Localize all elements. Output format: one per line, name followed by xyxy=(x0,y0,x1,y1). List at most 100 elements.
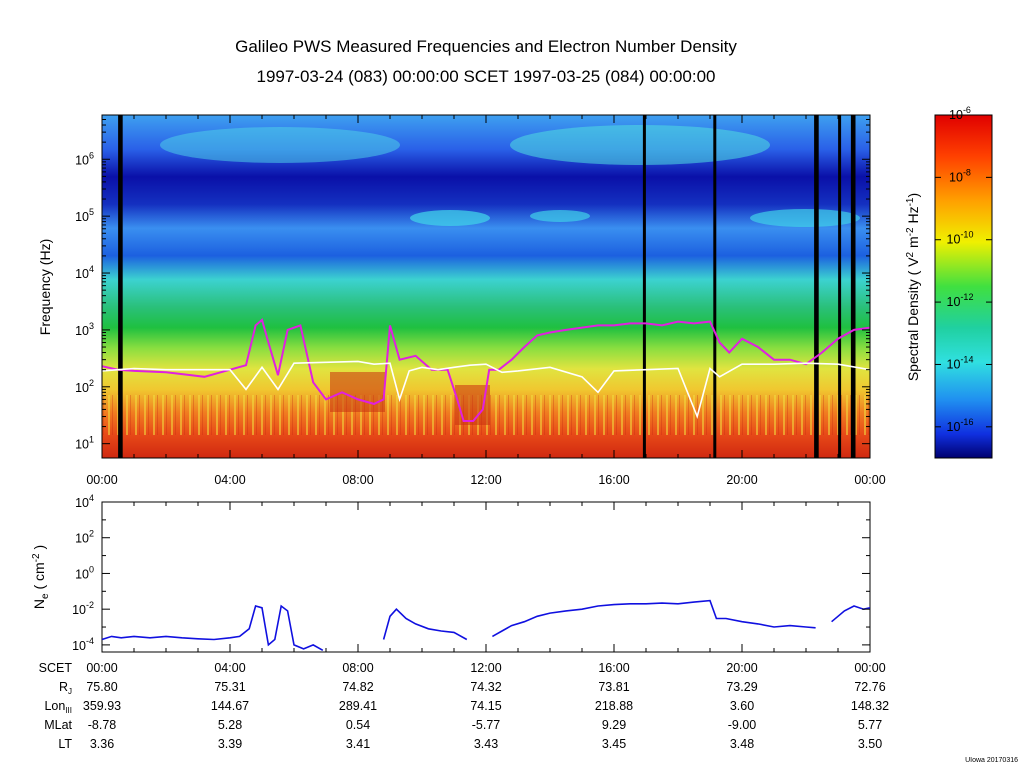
density-frame xyxy=(101,501,871,653)
data-gap xyxy=(814,115,818,458)
density-panel: 10-4 10-2 100 102 104 Ne ( cm-2 ) xyxy=(31,493,871,653)
x-tick-label: 00:00 xyxy=(86,473,117,487)
data-gap xyxy=(119,115,123,458)
ephemeris-value-scet: 04:00 xyxy=(214,661,245,675)
emission-patch xyxy=(410,210,490,226)
ephemeris-label-rj: RJ xyxy=(59,680,72,696)
x-tick-label: 12:00 xyxy=(470,473,501,487)
ephemeris-value-lt: 3.50 xyxy=(858,737,882,751)
ephemeris-value-lon: 289.41 xyxy=(339,699,377,713)
emission-patch xyxy=(160,127,400,163)
ephemeris-value-lon: 218.88 xyxy=(595,699,633,713)
data-gaps xyxy=(118,115,856,458)
emission-patch xyxy=(530,210,590,222)
ephemeris-label-lt: LT xyxy=(58,737,72,751)
emission-patch xyxy=(330,372,385,412)
ephemeris-value-lon: 144.67 xyxy=(211,699,249,713)
y-tick-label: 102 xyxy=(75,529,94,546)
ephemeris-value-lt: 3.43 xyxy=(474,737,498,751)
chart-title: Galileo PWS Measured Frequencies and Ele… xyxy=(235,37,737,56)
ephemeris-value-scet: 20:00 xyxy=(726,661,757,675)
data-gap xyxy=(642,115,646,458)
colorbar-label: Spectral Density ( V2 m-2 Hz-1) xyxy=(905,193,921,381)
ephemeris-label-lon: LonIII xyxy=(44,699,72,715)
series-white-line xyxy=(102,360,870,420)
y-tick-label: 105 xyxy=(75,207,94,224)
x-tick-label: 04:00 xyxy=(214,473,245,487)
density-series xyxy=(102,599,870,651)
ephemeris-value-rj: 75.80 xyxy=(86,680,117,694)
y-tick-label: 103 xyxy=(75,321,94,338)
ephemeris-value-lon: 148.32 xyxy=(851,699,889,713)
colorbar-tick-label: 10-6 xyxy=(949,105,971,122)
y-tick-label: 106 xyxy=(75,150,94,167)
ephemeris-value-scet: 12:00 xyxy=(470,661,501,675)
spectrogram-x-ticks: 00:00 04:00 08:00 12:00 16:00 20:00 00:00 xyxy=(86,115,886,487)
ephemeris-value-scet: 08:00 xyxy=(342,661,373,675)
ephemeris-value-mlat: 0.54 xyxy=(346,718,370,732)
data-gap xyxy=(815,115,819,458)
ephemeris-value-mlat: -9.00 xyxy=(728,718,757,732)
data-gap xyxy=(118,115,122,458)
x-tick-label: 08:00 xyxy=(342,473,373,487)
chart-subtitle: 1997-03-24 (083) 00:00:00 SCET 1997-03-2… xyxy=(256,67,715,86)
ephemeris-value-rj: 75.31 xyxy=(214,680,245,694)
x-tick-label: 16:00 xyxy=(598,473,629,487)
spectrogram-panel: 101 102 103 104 105 106 00:00 04:00 08:00 12:00 1… xyxy=(37,114,886,487)
density-x-ticks xyxy=(101,502,871,652)
ephemeris-value-mlat: 5.77 xyxy=(858,718,882,732)
emission-patch xyxy=(455,385,490,425)
emission-patch xyxy=(750,209,860,227)
ephemeris-value-rj: 73.29 xyxy=(726,680,757,694)
ephemeris-value-mlat: 5.28 xyxy=(218,718,242,732)
ephemeris-value-lt: 3.36 xyxy=(90,737,114,751)
colorbar-gradient xyxy=(934,114,993,459)
y-tick-label: 102 xyxy=(75,378,94,395)
footer-credit: UIowa 20170316 xyxy=(965,757,1018,764)
ephemeris-value-mlat: 9.29 xyxy=(602,718,626,732)
density-y-ticks: 10-4 10-2 100 102 104 xyxy=(72,493,870,653)
density-y-label: Ne ( cm-2 ) xyxy=(31,545,51,609)
emission-patch xyxy=(510,125,770,165)
data-gap xyxy=(838,115,842,458)
ephemeris-value-scet: 16:00 xyxy=(598,661,629,675)
ephemeris-value-lon: 74.15 xyxy=(470,699,501,713)
ephemeris-value-lon: 359.93 xyxy=(83,699,121,713)
y-tick-label: 104 xyxy=(75,264,94,281)
data-gap xyxy=(713,115,717,458)
spectrogram-y-label: Frequency (Hz) xyxy=(37,239,53,335)
data-gap xyxy=(852,115,856,458)
ephemeris-label-scet: SCET xyxy=(39,661,73,675)
series-magenta-line xyxy=(102,318,870,422)
y-tick-label: 104 xyxy=(75,493,94,510)
ephemeris-value-lt: 3.45 xyxy=(602,737,626,751)
ephemeris-label-mlat: MLat xyxy=(44,718,72,732)
ephemeris-value-scet: 00:00 xyxy=(86,661,117,675)
spectrogram-image xyxy=(102,115,870,458)
ephemeris-value-scet: 00:00 xyxy=(854,661,885,675)
density-line-segment xyxy=(102,604,324,651)
y-tick-label: 10-2 xyxy=(72,600,94,617)
spectrogram-y-ticks: 101 102 103 104 105 106 xyxy=(75,119,870,452)
data-gap xyxy=(850,115,854,458)
y-tick-label: 101 xyxy=(75,435,94,452)
ephemeris-value-rj: 74.82 xyxy=(342,680,373,694)
ephemeris-value-rj: 73.81 xyxy=(598,680,629,694)
ephemeris-value-rj: 72.76 xyxy=(854,680,885,694)
ephemeris-value-lt: 3.41 xyxy=(346,737,370,751)
colorbar-tick-label: 10-16 xyxy=(947,417,974,434)
colorbar: 10-6 10-8 10-10 10-12 10-14 10-16 Spectral De… xyxy=(905,105,993,459)
colorbar-tick-label: 10-10 xyxy=(947,230,974,247)
ephemeris-value-lt: 3.39 xyxy=(218,737,242,751)
density-line-segment xyxy=(382,608,468,641)
y-tick-label: 100 xyxy=(75,564,94,581)
colorbar-ticks: 10-6 10-8 10-10 10-12 10-14 10-16 xyxy=(935,105,992,434)
x-tick-label: 00:00 xyxy=(854,473,885,487)
ephemeris-value-lt: 3.48 xyxy=(730,737,754,751)
colorbar-tick-label: 10-12 xyxy=(947,292,974,309)
ephemeris-value-rj: 74.32 xyxy=(470,680,501,694)
ephemeris-value-mlat: -5.77 xyxy=(472,718,501,732)
ephemeris-value-lon: 3.60 xyxy=(730,699,754,713)
colorbar-tick-label: 10-8 xyxy=(949,167,971,184)
